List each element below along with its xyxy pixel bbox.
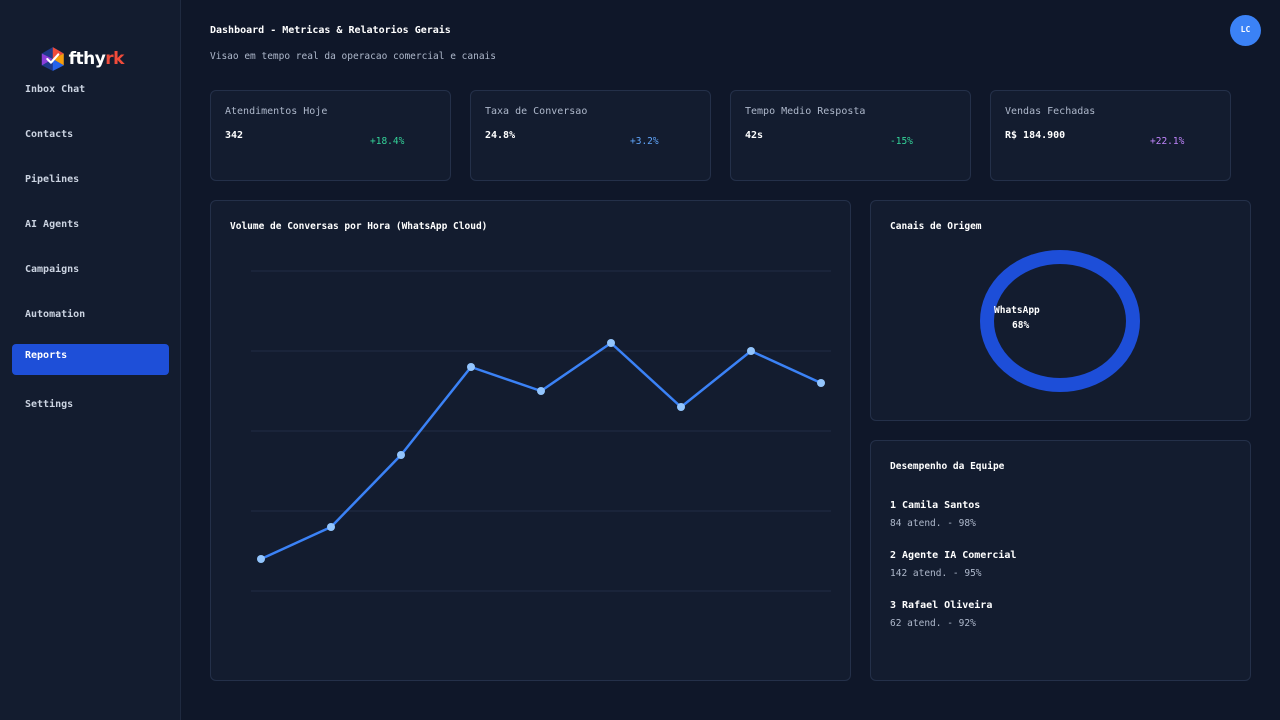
team-panel: Desempenho da Equipe 1 Camila Santos 84 … [870,440,1251,681]
kpi-value: 342 [225,130,244,141]
page-title: Dashboard - Metricas & Relatorios Gerais [210,25,451,36]
kpi-card-tempo-resposta: Tempo Medio Resposta 42s -15% [730,90,971,181]
data-point[interactable] [467,363,475,371]
data-point[interactable] [397,451,405,459]
kpi-card-vendas: Vendas Fechadas R$ 184.900 +22.1% [990,90,1231,181]
team-member-stats: 62 atend. - 92% [890,618,976,629]
kpi-label: Vendas Fechadas [1005,106,1096,117]
kpi-value: R$ 184.900 [1005,130,1066,141]
kpi-card-conversao: Taxa de Conversao 24.8% +3.2% [470,90,711,181]
logo-mark-icon [41,47,64,71]
kpi-change: -15% [890,136,913,147]
brand-logo[interactable]: fthyrk [40,44,124,74]
team-member-stats: 84 atend. - 98% [890,518,976,529]
sidebar-item-pipelines[interactable]: Pipelines [25,174,80,185]
user-avatar[interactable]: LC [1230,15,1261,46]
data-point[interactable] [677,403,685,411]
channels-panel: Canais de Origem WhatsApp 68% [870,200,1251,421]
chart-title: Volume de Conversas por Hora (WhatsApp C… [230,221,488,232]
sidebar-item-contacts[interactable]: Contacts [25,129,74,140]
channels-title: Canais de Origem [890,221,982,232]
kpi-label: Taxa de Conversao [485,106,588,117]
volume-chart-panel: Volume de Conversas por Hora (WhatsApp C… [210,200,851,681]
donut-segment-value: 68% [1012,320,1030,331]
page-subtitle: Visao em tempo real da operacao comercia… [210,51,496,62]
sidebar-item-automation[interactable]: Automation [25,309,86,320]
kpi-change: +3.2% [630,136,659,147]
sidebar-item-campaigns[interactable]: Campaigns [25,264,80,275]
kpi-label: Tempo Medio Resposta [745,106,866,117]
sidebar-item-reports[interactable]: Reports [12,344,169,375]
kpi-card-atendimentos: Atendimentos Hoje 342 +18.4% [210,90,451,181]
data-point[interactable] [747,347,755,355]
donut-segment-whatsapp [980,250,1140,392]
kpi-value: 24.8% [485,130,516,141]
team-title: Desempenho da Equipe [890,461,1005,472]
data-point[interactable] [817,379,825,387]
kpi-label: Atendimentos Hoje [225,106,328,117]
team-member-name: 2 Agente IA Comercial [890,550,1017,561]
data-point[interactable] [537,387,545,395]
kpi-value: 42s [745,130,764,141]
sidebar-item-settings[interactable]: Settings [25,399,74,410]
data-point[interactable] [327,523,335,531]
channels-donut [980,250,1140,392]
team-member-name: 3 Rafael Oliveira [890,600,993,611]
series-line [260,341,822,561]
sidebar-item-ai-agents[interactable]: AI Agents [25,219,80,230]
kpi-change: +22.1% [1150,136,1185,147]
data-point[interactable] [257,555,265,563]
sidebar: fthyrk Inbox Chat Contacts Pipelines AI … [0,0,181,720]
kpi-change: +18.4% [370,136,405,147]
line-chart [251,270,831,592]
donut-segment-label: WhatsApp [994,305,1040,316]
sidebar-item-inbox-chat[interactable]: Inbox Chat [25,84,86,95]
team-member-name: 1 Camila Santos [890,500,981,511]
data-point[interactable] [607,339,615,347]
team-member-stats: 142 atend. - 95% [890,568,982,579]
brand-name: fthyrk [68,49,125,69]
